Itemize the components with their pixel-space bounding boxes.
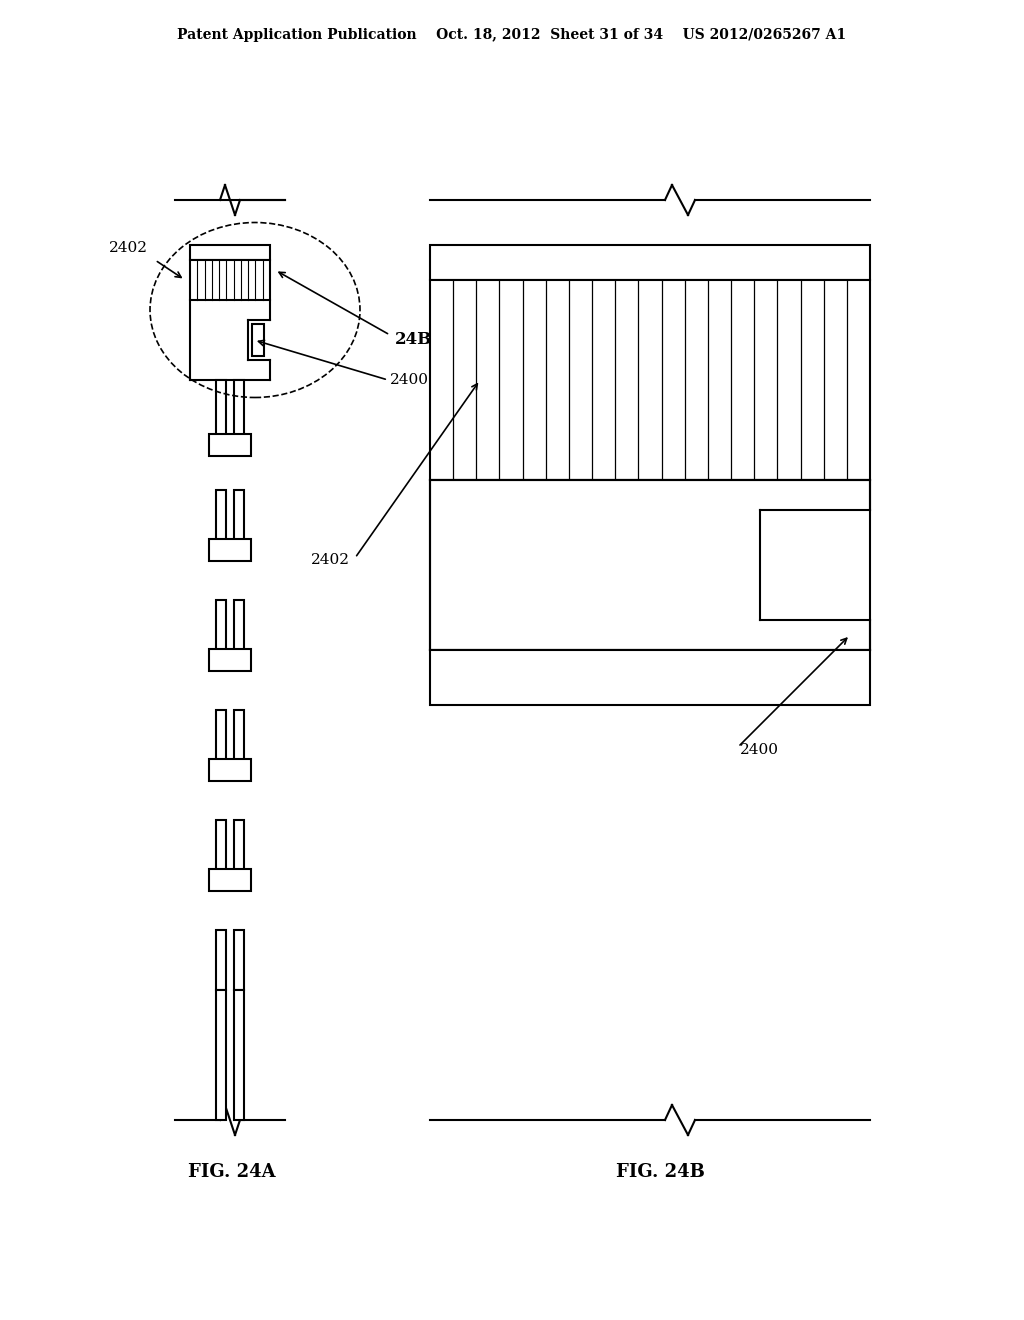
Bar [216, 601, 226, 660]
Bar [234, 490, 244, 550]
Text: 24B: 24B [395, 331, 432, 348]
Bar [234, 931, 244, 990]
Text: 2402: 2402 [109, 242, 148, 255]
Text: 2400: 2400 [390, 374, 429, 387]
Bar [234, 990, 244, 1119]
Bar [216, 931, 226, 990]
Bar [234, 710, 244, 770]
Bar [209, 759, 251, 781]
Text: FIG. 24B: FIG. 24B [615, 1163, 705, 1181]
Bar [430, 280, 870, 480]
Bar [209, 539, 251, 561]
Bar [209, 869, 251, 891]
Bar [252, 323, 264, 356]
Bar [209, 649, 251, 671]
Bar [216, 990, 226, 1119]
Bar [430, 649, 870, 705]
Bar [430, 246, 870, 280]
Bar [216, 490, 226, 550]
Bar [216, 380, 226, 445]
Bar [216, 820, 226, 880]
Text: 2402: 2402 [311, 553, 350, 568]
Text: Patent Application Publication    Oct. 18, 2012  Sheet 31 of 34    US 2012/02652: Patent Application Publication Oct. 18, … [177, 28, 847, 42]
Bar [216, 710, 226, 770]
Bar [234, 380, 244, 445]
Bar [234, 820, 244, 880]
Bar [190, 246, 270, 260]
Bar [209, 434, 251, 455]
Bar [430, 480, 870, 649]
Bar [190, 260, 270, 300]
Bar [234, 601, 244, 660]
Text: 2400: 2400 [740, 743, 779, 756]
Text: FIG. 24A: FIG. 24A [188, 1163, 275, 1181]
Bar [430, 480, 870, 649]
